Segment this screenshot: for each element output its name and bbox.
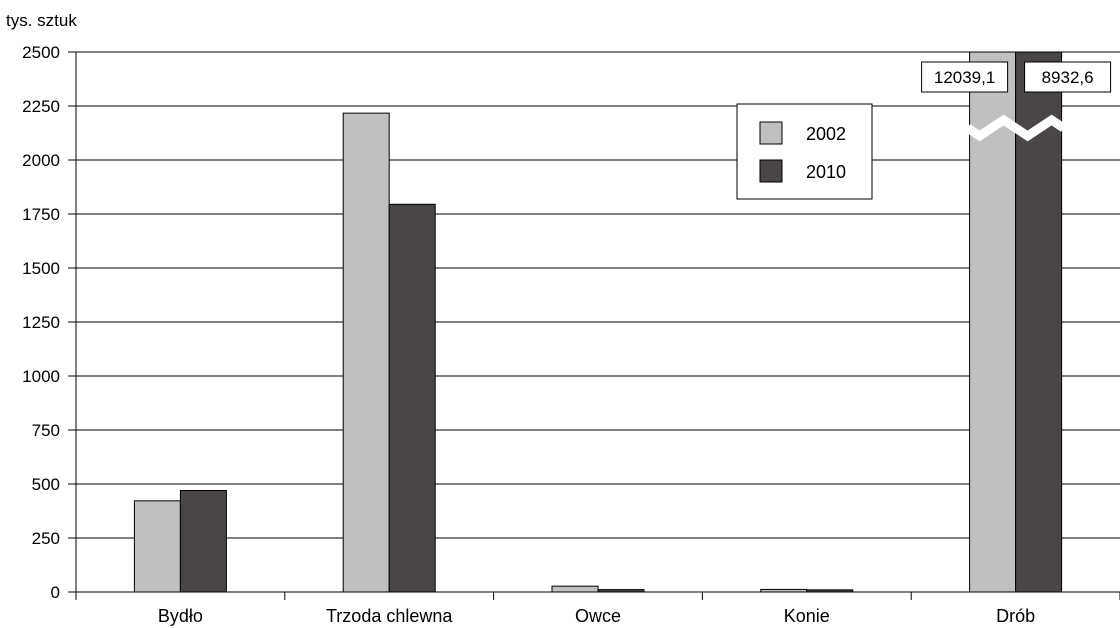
y-tick-label: 0	[51, 583, 60, 602]
y-axis-unit-label: tys. sztuk	[6, 11, 77, 30]
bar-2010	[597, 589, 645, 593]
y-tick-label: 750	[32, 421, 60, 440]
y-axis-ticks: 0 250 500 750 1000 1250 1500 1750 2000 2250 2500	[22, 43, 60, 602]
gridlines	[68, 51, 1120, 593]
x-axis: Bydło Trzoda chlewna Owce Konie Drób	[75, 592, 1120, 626]
y-tick-label: 500	[32, 475, 60, 494]
bars	[133, 51, 1063, 593]
y-tick-label: 2000	[22, 151, 60, 170]
bar-2002	[342, 112, 390, 593]
bar-2010	[1015, 51, 1063, 593]
x-category-label: Drób	[996, 606, 1035, 626]
legend-box	[736, 103, 873, 200]
x-category-label: Konie	[784, 606, 830, 626]
legend-label: 2010	[806, 162, 846, 182]
axis-break	[965, 114, 1067, 142]
legend-label: 2002	[806, 124, 846, 144]
bar-2002	[760, 588, 808, 593]
y-tick-label: 1750	[22, 205, 60, 224]
legend-swatch	[759, 159, 783, 183]
bar-2002	[969, 51, 1017, 593]
bar-2010	[388, 203, 436, 593]
value-label-box	[921, 61, 1009, 93]
y-tick-label: 1500	[22, 259, 60, 278]
bar-2010	[806, 589, 854, 593]
y-tick-label: 250	[32, 529, 60, 548]
bar-2002	[133, 500, 181, 593]
legend: 2002 2010	[736, 103, 873, 200]
y-tick-label: 1250	[22, 313, 60, 332]
value-label: 8932,6	[1042, 68, 1094, 87]
value-label: 12039,1	[934, 68, 995, 87]
value-labels: 12039,1 8932,6	[921, 61, 1112, 93]
bar-2002	[551, 585, 599, 593]
x-category-label: Trzoda chlewna	[326, 606, 453, 626]
value-label-box	[1024, 61, 1112, 93]
axis-breaks	[965, 114, 1067, 142]
y-tick-label: 1000	[22, 367, 60, 386]
y-tick-label: 2500	[22, 43, 60, 62]
x-category-label: Bydło	[158, 606, 203, 626]
bar-2010	[179, 489, 227, 593]
y-tick-label: 2250	[22, 97, 60, 116]
legend-swatch	[759, 121, 783, 145]
x-category-label: Owce	[575, 606, 621, 626]
